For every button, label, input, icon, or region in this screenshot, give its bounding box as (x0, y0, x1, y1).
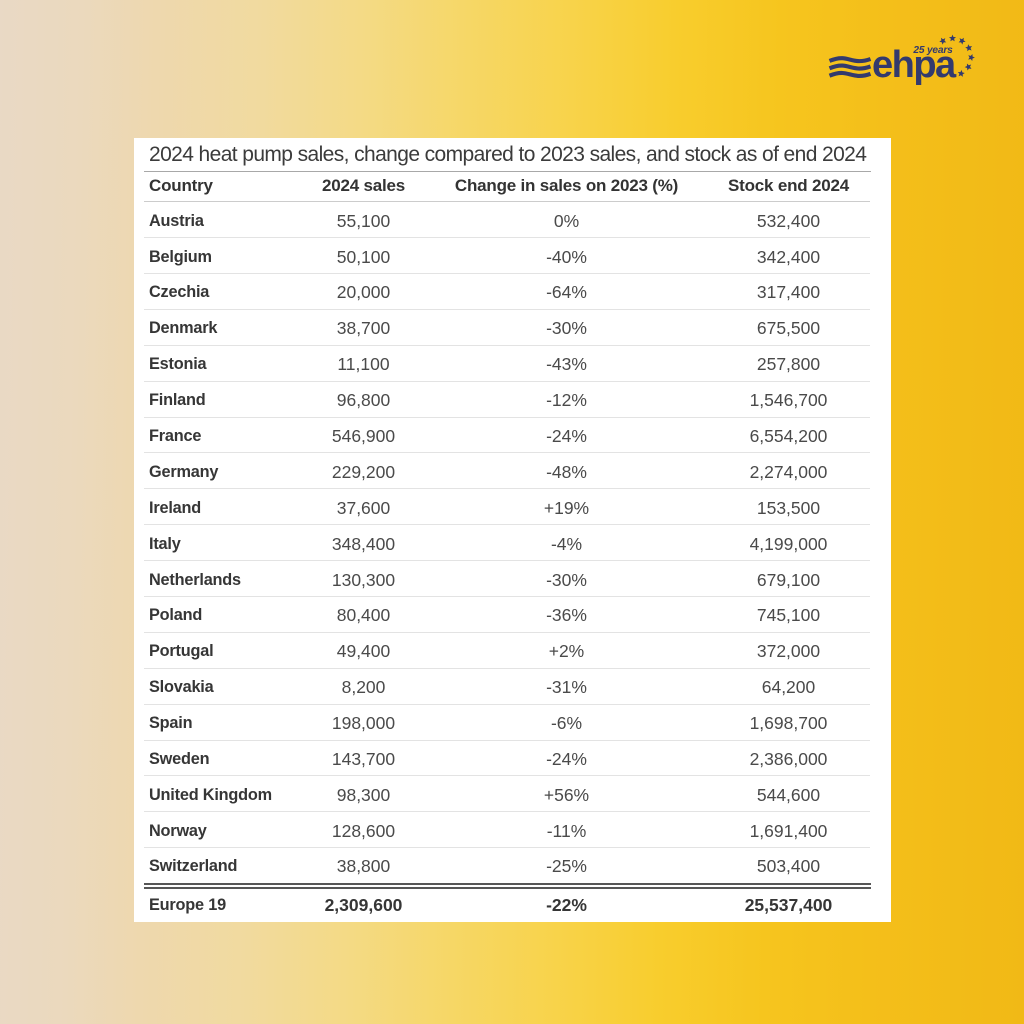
svg-text:ehpa: ehpa (872, 44, 957, 86)
svg-text:25 years: 25 years (912, 45, 953, 56)
